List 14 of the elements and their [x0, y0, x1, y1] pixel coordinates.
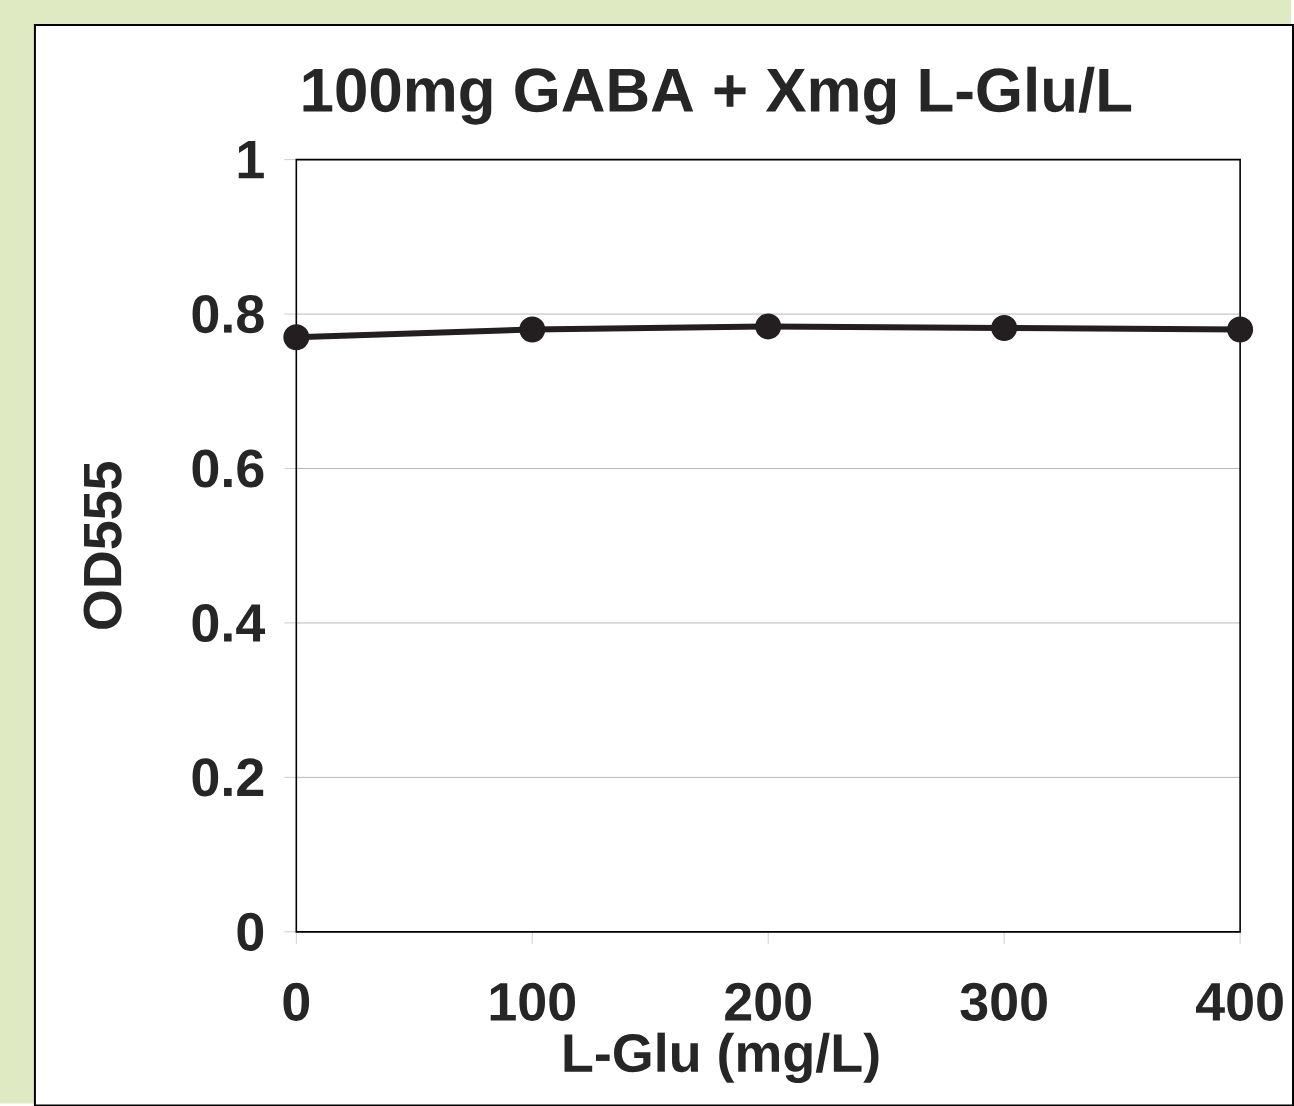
y-tick-label: 0 [237, 912, 264, 951]
y-tick-label: 0.4 [192, 603, 266, 642]
y-axis-title: OD555 [83, 461, 122, 629]
y-tick-label: 1 [238, 140, 264, 178]
y-tick-label: 0.6 [192, 449, 264, 488]
x-tick-label: 200 [725, 982, 811, 1021]
x-axis-title: L-Glu (mg/L) [564, 1032, 879, 1083]
chart-title: 100mg GABA + Xmg L-Glu/L [303, 66, 1132, 125]
x-tick-label: 0 [283, 982, 310, 1021]
x-tick-label: 300 [960, 982, 1047, 1021]
y-tick-label: 0.8 [192, 294, 264, 333]
x-tick-label: 400 [1195, 982, 1283, 1021]
y-tick-label: 0.2 [192, 758, 264, 797]
x-tick-label: 100 [490, 982, 575, 1021]
